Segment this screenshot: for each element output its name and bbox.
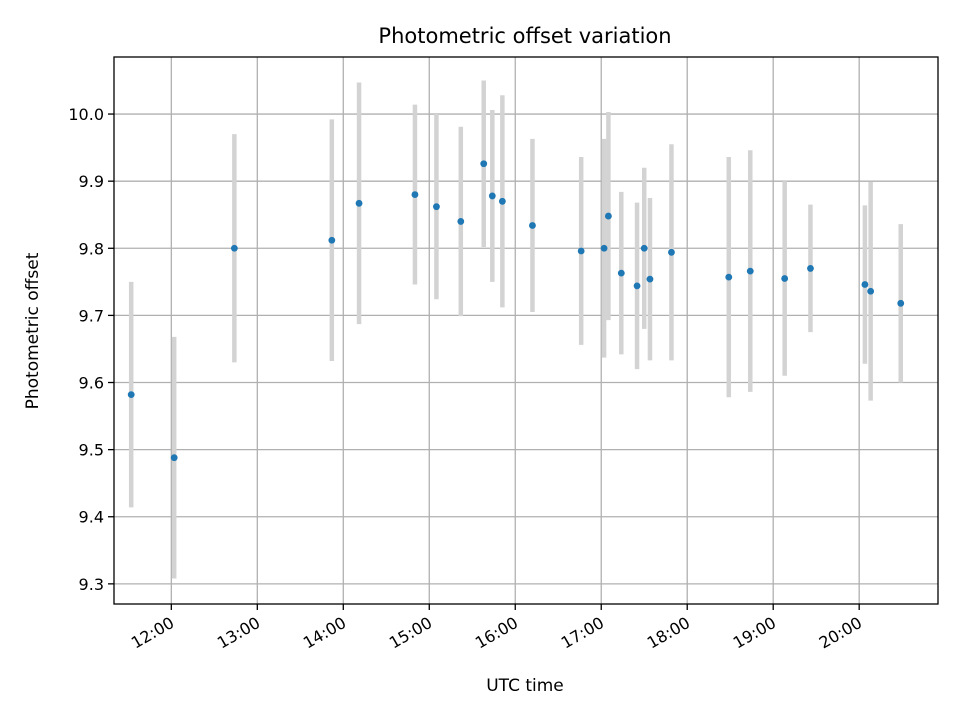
- data-point: [488, 192, 496, 200]
- data-point: [529, 222, 536, 229]
- y-axis-label: Photometric offset: [23, 252, 43, 409]
- data-point: [600, 244, 608, 252]
- data-point: [725, 273, 733, 281]
- x-tick-label: 19:00: [730, 613, 779, 653]
- data-point: [781, 275, 789, 282]
- data-point: [433, 203, 440, 211]
- data-point: [897, 299, 905, 307]
- data-point: [328, 236, 336, 244]
- data-points: [127, 160, 905, 462]
- plot-frame: [113, 56, 939, 605]
- data-point: [668, 248, 675, 256]
- data-point: [355, 199, 363, 207]
- data-point: [617, 269, 625, 277]
- error-bars: [128, 80, 903, 579]
- data-point: [230, 244, 238, 252]
- data-point: [457, 218, 465, 225]
- grid: [114, 57, 938, 604]
- chart-title: Photometric offset variation: [378, 24, 671, 48]
- y-tick-label: 9.3: [79, 575, 104, 594]
- x-tick-label: 13:00: [214, 613, 263, 653]
- data-point: [646, 275, 654, 283]
- x-tick-label: 17:00: [558, 613, 607, 653]
- y-tick-label: 9.8: [79, 239, 104, 258]
- y-tick-label: 10.0: [68, 105, 104, 124]
- data-point: [861, 281, 869, 288]
- x-axis: 12:00 13:00 14:00 15:00 16:00 17:00 18:00 19:00…: [128, 604, 865, 653]
- x-tick-label: 14:00: [300, 613, 349, 653]
- data-point: [577, 247, 585, 255]
- data-point: [867, 287, 875, 295]
- x-tick-label: 15:00: [386, 613, 435, 653]
- data-point: [640, 244, 648, 252]
- data-point: [498, 197, 506, 205]
- y-tick-label: 9.5: [79, 441, 104, 460]
- data-point: [605, 212, 612, 220]
- data-point: [807, 265, 814, 272]
- y-tick-label: 9.9: [79, 172, 104, 191]
- y-axis: 9.3 9.4 9.5 9.6 9.7 9.8 9.9 10.0: [68, 105, 114, 594]
- x-tick-label: 18:00: [644, 613, 693, 653]
- x-axis-label: UTC time: [486, 676, 564, 696]
- data-point: [746, 267, 754, 275]
- x-tick-label: 20:00: [816, 613, 865, 653]
- x-tick-label: 12:00: [128, 613, 177, 653]
- y-tick-label: 9.7: [79, 306, 104, 325]
- data-point: [411, 191, 419, 198]
- data-point: [480, 160, 488, 168]
- y-tick-label: 9.6: [79, 374, 104, 393]
- data-point: [170, 454, 178, 462]
- x-tick-label: 16:00: [472, 613, 521, 653]
- y-tick-label: 9.4: [79, 508, 104, 527]
- data-point: [633, 282, 641, 290]
- data-point: [127, 391, 135, 398]
